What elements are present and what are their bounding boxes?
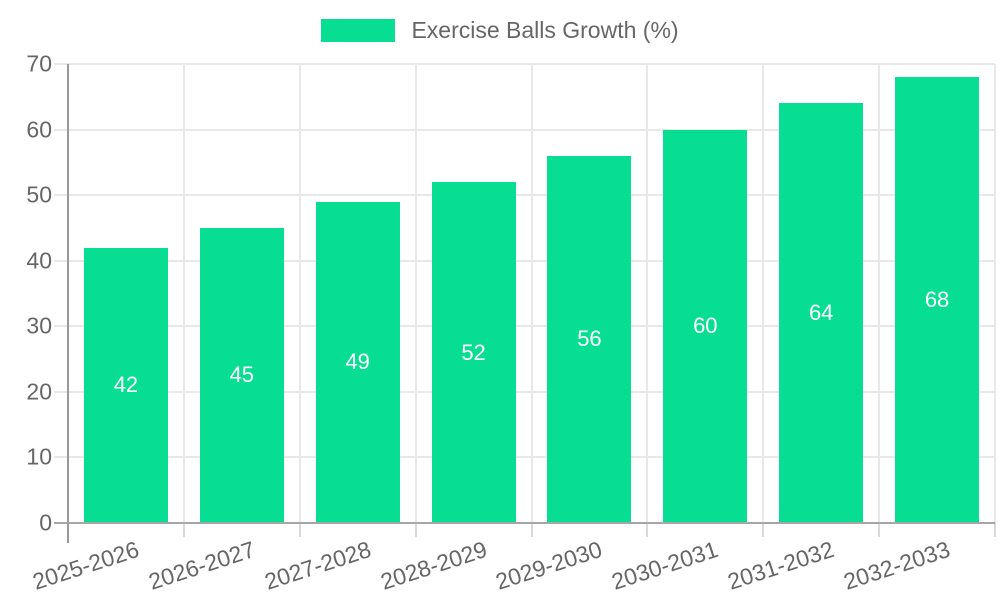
x-axis-label: 2029-2030 bbox=[492, 536, 606, 595]
bar bbox=[663, 129, 748, 522]
bar bbox=[83, 247, 168, 522]
y-tick bbox=[54, 456, 68, 459]
x-gridline bbox=[298, 64, 301, 523]
y-axis-label: 0 bbox=[39, 509, 52, 536]
bar bbox=[431, 182, 516, 522]
x-gridline bbox=[878, 64, 881, 523]
y-axis-label: 60 bbox=[26, 116, 52, 143]
y-tick bbox=[54, 325, 68, 328]
x-axis-label: 2032-2033 bbox=[840, 536, 954, 595]
y-axis-label: 70 bbox=[26, 50, 52, 77]
bar-value-label: 49 bbox=[345, 349, 370, 375]
x-axis-label: 2031-2032 bbox=[724, 536, 838, 595]
y-axis-label: 10 bbox=[26, 443, 52, 470]
x-tick bbox=[414, 523, 417, 537]
x-axis-label: 2025-2026 bbox=[29, 536, 142, 595]
y-axis-label: 50 bbox=[26, 181, 52, 208]
y-tick bbox=[54, 390, 68, 393]
x-tick bbox=[878, 523, 881, 537]
y-axis-label: 20 bbox=[26, 378, 52, 405]
bar bbox=[199, 227, 284, 522]
x-axis-label: 2026-2027 bbox=[145, 536, 258, 595]
x-gridline bbox=[182, 64, 185, 523]
x-tick bbox=[182, 523, 185, 537]
x-axis-line bbox=[54, 522, 995, 524]
legend-label: Exercise Balls Growth (%) bbox=[411, 17, 679, 43]
bar bbox=[779, 103, 864, 522]
y-tick bbox=[54, 194, 68, 197]
x-axis-label: 2030-2031 bbox=[608, 536, 722, 595]
x-axis-label: 2028-2029 bbox=[376, 536, 490, 595]
x-tick bbox=[646, 523, 649, 537]
legend-swatch bbox=[321, 19, 396, 42]
bar-value-label: 68 bbox=[924, 287, 950, 313]
x-tick bbox=[994, 523, 996, 537]
bar-value-label: 42 bbox=[113, 372, 139, 398]
y-axis-label: 40 bbox=[26, 247, 52, 274]
bar bbox=[315, 201, 400, 522]
y-tick bbox=[54, 259, 68, 262]
x-gridline bbox=[646, 64, 649, 523]
x-gridline bbox=[994, 64, 996, 523]
x-tick bbox=[298, 523, 301, 537]
bar-value-label: 60 bbox=[693, 313, 718, 339]
bar bbox=[895, 77, 980, 522]
x-gridline bbox=[414, 64, 417, 523]
x-tick bbox=[530, 523, 533, 537]
bar bbox=[547, 155, 632, 522]
x-tick bbox=[762, 523, 765, 537]
bar-value-label: 52 bbox=[461, 339, 486, 365]
x-tick bbox=[67, 523, 69, 543]
y-axis-line bbox=[67, 64, 69, 523]
y-tick bbox=[54, 128, 68, 131]
x-gridline bbox=[762, 64, 765, 523]
bar-value-label: 56 bbox=[577, 326, 602, 352]
x-gridline bbox=[530, 64, 533, 523]
y-tick bbox=[54, 63, 68, 65]
bar-value-label: 64 bbox=[808, 300, 834, 326]
y-axis-label: 30 bbox=[26, 312, 52, 339]
legend-item[interactable]: Exercise Balls Growth (%) bbox=[0, 17, 1000, 44]
x-axis-label: 2027-2028 bbox=[261, 536, 374, 595]
bar-value-label: 45 bbox=[229, 362, 255, 388]
